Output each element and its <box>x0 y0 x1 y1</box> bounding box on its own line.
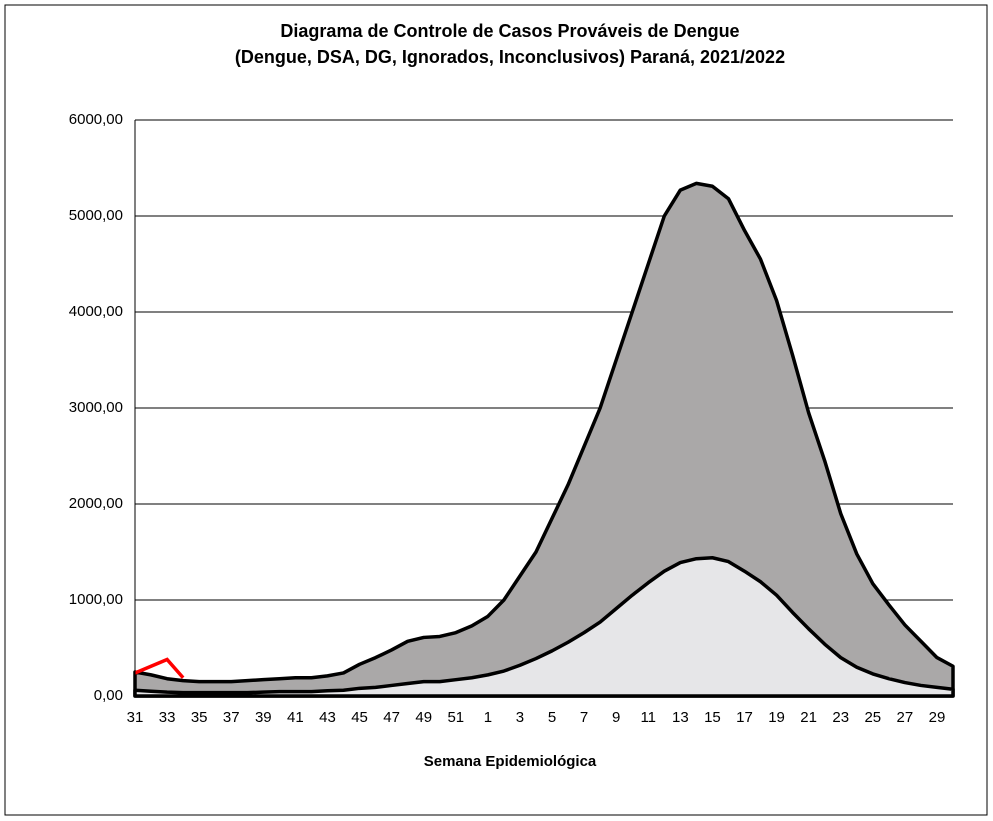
x-tick-label: 43 <box>319 709 336 726</box>
y-tick-label: 5000,00 <box>69 207 123 224</box>
x-axis-title: Semana Epidemiológica <box>424 753 597 770</box>
x-tick-label: 23 <box>832 709 849 726</box>
x-tick-label: 45 <box>351 709 368 726</box>
y-tick-label: 2000,00 <box>69 495 123 512</box>
chart-title: Diagrama de Controle de Casos Prováveis … <box>280 21 739 41</box>
x-tick-label: 1 <box>484 709 492 726</box>
x-tick-label: 29 <box>929 709 946 726</box>
y-tick-label: 3000,00 <box>69 399 123 416</box>
y-tick-label: 4000,00 <box>69 303 123 320</box>
x-tick-label: 19 <box>768 709 785 726</box>
x-tick-label: 49 <box>415 709 432 726</box>
x-tick-label: 9 <box>612 709 620 726</box>
x-tick-label: 5 <box>548 709 556 726</box>
current-season-line <box>134 657 185 679</box>
x-tick-label: 11 <box>640 709 656 726</box>
x-tick-label: 37 <box>223 709 240 726</box>
area <box>133 181 955 698</box>
x-tick-label: 21 <box>800 709 817 726</box>
chart-subtitle: (Dengue, DSA, DG, Ignorados, Inconclusiv… <box>235 47 785 67</box>
area <box>133 556 955 698</box>
x-tick-label: 39 <box>255 709 272 726</box>
x-tick-label: 17 <box>736 709 753 726</box>
y-tick-label: 0,00 <box>94 687 123 704</box>
x-tick-label: 47 <box>383 709 400 726</box>
x-tick-label: 33 <box>159 709 176 726</box>
x-tick-label: 3 <box>516 709 524 726</box>
y-tick-label: 1000,00 <box>69 591 123 608</box>
x-tick-label: 41 <box>287 709 304 726</box>
x-tick-label: 31 <box>127 709 144 726</box>
x-tick-label: 51 <box>447 709 464 726</box>
x-tick-label: 27 <box>897 709 914 726</box>
x-tick-label: 15 <box>704 709 721 726</box>
x-tick-label: 7 <box>580 709 588 726</box>
x-tick-label: 13 <box>672 709 689 726</box>
x-tick-label: 25 <box>864 709 881 726</box>
y-tick-label: 6000,00 <box>69 111 123 128</box>
x-tick-label: 35 <box>191 709 208 726</box>
